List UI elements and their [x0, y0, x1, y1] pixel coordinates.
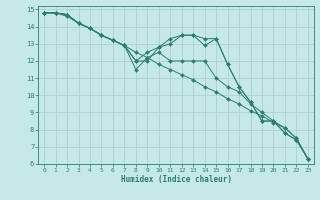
X-axis label: Humidex (Indice chaleur): Humidex (Indice chaleur) [121, 175, 231, 184]
